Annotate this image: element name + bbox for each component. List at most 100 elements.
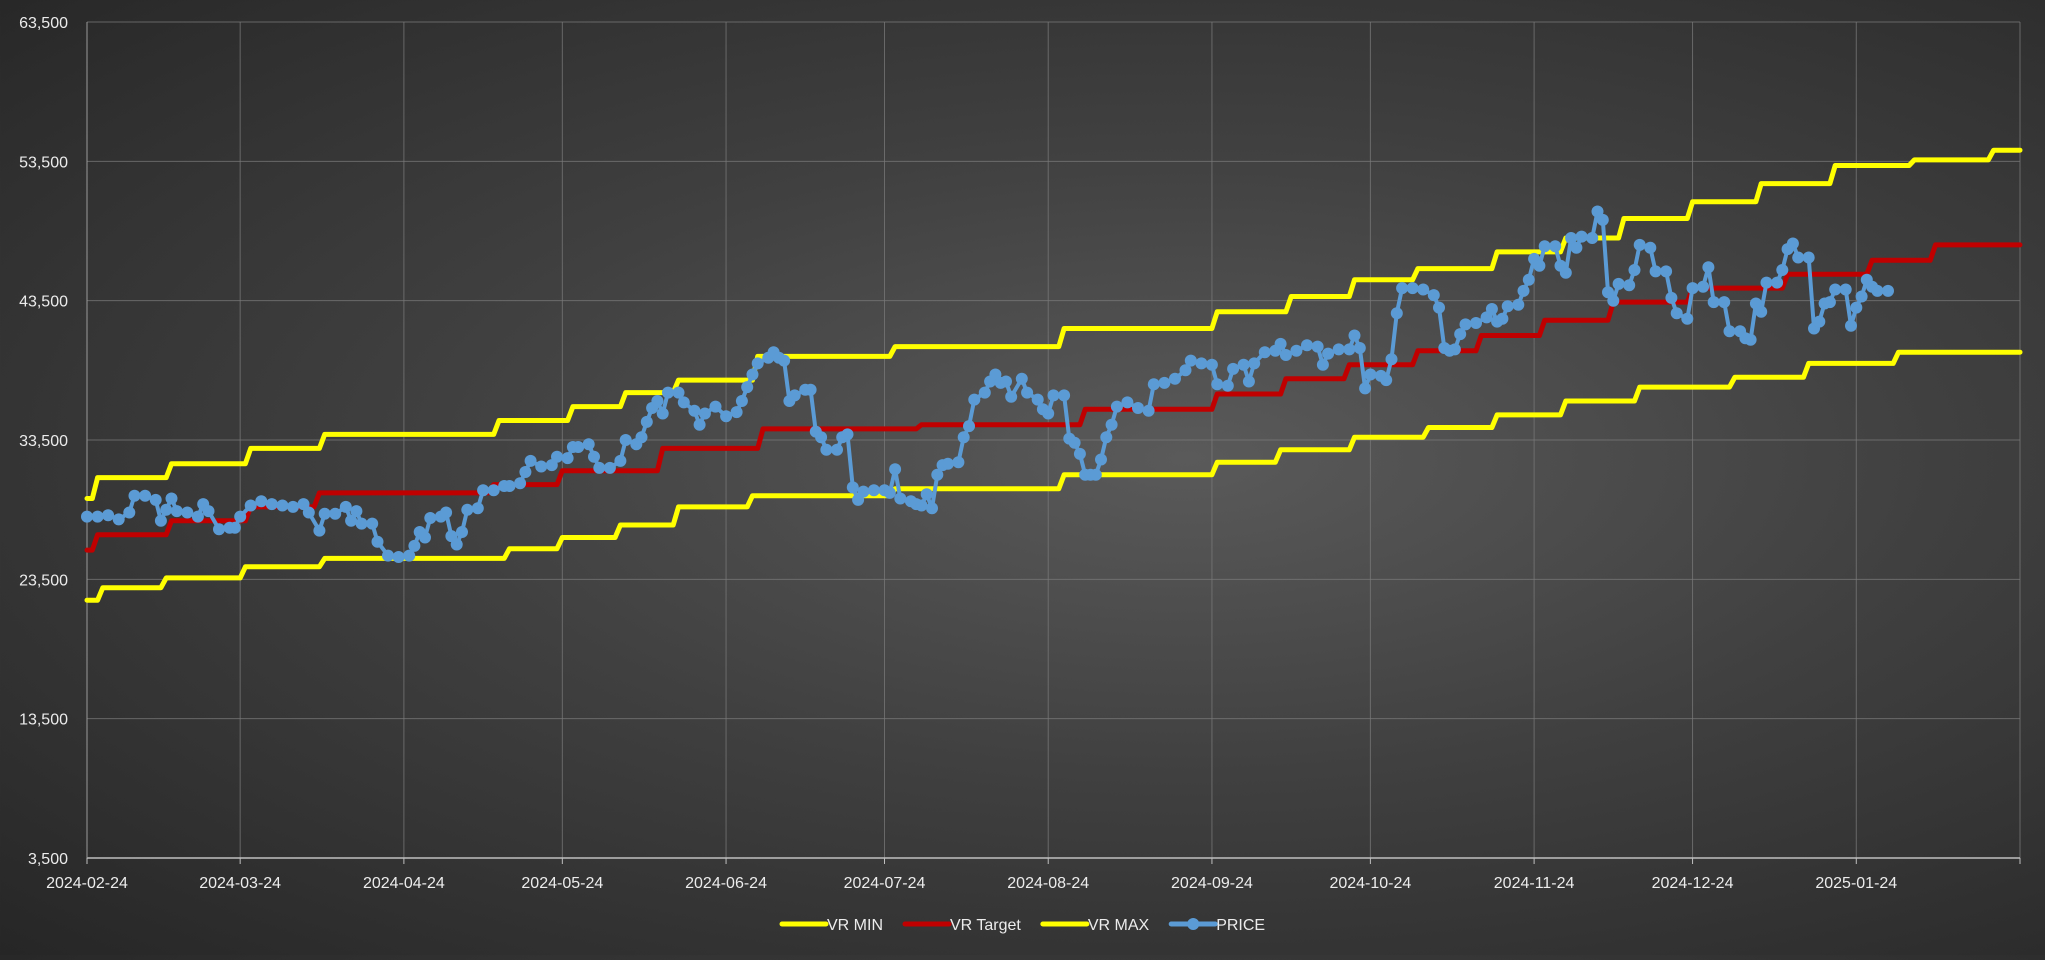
legend-item-vr-target: VR Target bbox=[902, 917, 1021, 934]
price-data-point bbox=[1427, 289, 1440, 302]
price-data-point bbox=[91, 510, 104, 523]
price-data-point bbox=[1359, 382, 1372, 395]
price-data-point bbox=[941, 457, 954, 470]
price-data-point bbox=[593, 461, 606, 474]
price-data-point bbox=[1121, 396, 1134, 409]
price-data-point bbox=[846, 481, 859, 494]
legend-marker-price bbox=[1187, 918, 1200, 930]
price-data-point bbox=[1586, 232, 1599, 244]
x-tick-label: 2025-01-24 bbox=[1815, 875, 1897, 892]
price-data-point bbox=[1142, 404, 1155, 417]
price-data-point bbox=[1169, 372, 1181, 385]
price-data-point bbox=[1147, 378, 1160, 391]
price-data-point bbox=[1100, 431, 1113, 444]
price-data-point bbox=[1242, 375, 1255, 388]
price-data-point bbox=[857, 485, 870, 498]
price-data-point bbox=[1221, 379, 1234, 392]
price-data-point bbox=[1570, 241, 1583, 254]
price-data-point bbox=[170, 505, 183, 518]
price-data-point bbox=[1105, 418, 1118, 431]
price-data-point bbox=[1274, 337, 1287, 350]
price-data-point bbox=[952, 456, 965, 469]
price-data-point bbox=[1385, 353, 1398, 366]
price-data-point bbox=[1227, 362, 1240, 375]
price-data-point bbox=[1644, 241, 1657, 254]
price-data-point bbox=[1073, 447, 1086, 460]
price-data-point bbox=[318, 507, 331, 520]
price-data-point bbox=[1522, 273, 1535, 286]
series-lines bbox=[81, 147, 2023, 603]
price-data-point bbox=[202, 505, 215, 518]
price-data-point bbox=[1496, 312, 1509, 325]
price-data-point bbox=[339, 500, 352, 513]
price-data-point bbox=[1089, 468, 1102, 481]
x-tick-label: 2024-02-24 bbox=[46, 875, 128, 892]
price-data-point bbox=[1005, 390, 1018, 403]
price-data-point bbox=[957, 431, 970, 444]
price-data-point bbox=[746, 368, 759, 381]
price-data-point bbox=[265, 498, 278, 511]
price-data-point bbox=[588, 450, 600, 463]
price-data-point bbox=[1697, 280, 1710, 293]
price-data-point bbox=[1850, 301, 1863, 314]
price-data-point bbox=[1248, 357, 1261, 370]
price-data-point bbox=[154, 514, 167, 527]
price-data-point bbox=[1433, 301, 1445, 314]
price-data-point bbox=[894, 492, 907, 505]
price-data-point bbox=[1623, 279, 1636, 292]
price-data-point bbox=[1829, 283, 1842, 296]
price-data-point bbox=[662, 386, 674, 399]
x-tick-label: 2024-09-24 bbox=[1171, 875, 1253, 892]
price-data-point bbox=[1660, 265, 1673, 278]
y-tick-label: 3,500 bbox=[28, 851, 68, 868]
price-data-point bbox=[1184, 354, 1197, 367]
price-data-point bbox=[503, 480, 516, 492]
price-data-point bbox=[1205, 358, 1218, 371]
price-data-point bbox=[1237, 358, 1250, 371]
y-tick-label: 63,500 bbox=[19, 15, 68, 32]
price-data-point bbox=[255, 495, 268, 508]
price-data-point bbox=[1744, 333, 1757, 346]
x-tick-label: 2024-12-24 bbox=[1652, 875, 1734, 892]
price-data-point bbox=[81, 510, 93, 523]
series-price bbox=[81, 205, 1894, 563]
price-data-point bbox=[709, 400, 722, 413]
price-data-point bbox=[382, 549, 394, 562]
price-data-point bbox=[1390, 307, 1403, 320]
price-data-point bbox=[931, 468, 944, 481]
price-data-point bbox=[1665, 291, 1678, 304]
price-data-point bbox=[1353, 342, 1366, 354]
price-data-point bbox=[778, 354, 791, 367]
legend-item-price: PRICE bbox=[1168, 917, 1265, 934]
price-data-point bbox=[392, 551, 405, 563]
price-data-point bbox=[128, 489, 141, 502]
price-data-point bbox=[1723, 325, 1736, 338]
price-data-point bbox=[1348, 329, 1361, 342]
price-data-point bbox=[350, 505, 363, 518]
price-data-point bbox=[1802, 251, 1815, 264]
price-data-point bbox=[1845, 319, 1857, 332]
price-data-point bbox=[751, 357, 764, 370]
price-data-point bbox=[456, 526, 468, 538]
price-data-point bbox=[403, 549, 416, 562]
price-data-point bbox=[1095, 453, 1107, 466]
price-data-point bbox=[1596, 213, 1609, 226]
price-data-point bbox=[1448, 343, 1461, 356]
price-data-point bbox=[1517, 284, 1530, 297]
price-data-point bbox=[228, 521, 241, 534]
price-data-point bbox=[514, 477, 527, 490]
chart-legend: VR MIN VR Target VR MAX PRICE bbox=[779, 917, 1265, 934]
price-data-point bbox=[1707, 296, 1720, 309]
price-data-point bbox=[677, 396, 690, 409]
price-data-point bbox=[160, 503, 173, 516]
price-data-point bbox=[1823, 296, 1836, 309]
legend-label-price: PRICE bbox=[1216, 917, 1265, 934]
price-data-point bbox=[1501, 300, 1514, 313]
price-data-point bbox=[1179, 364, 1192, 377]
price-data-point bbox=[831, 443, 843, 456]
series-line-vr-max bbox=[84, 147, 2023, 501]
price-data-point bbox=[123, 506, 136, 519]
price-data-point bbox=[450, 538, 463, 551]
